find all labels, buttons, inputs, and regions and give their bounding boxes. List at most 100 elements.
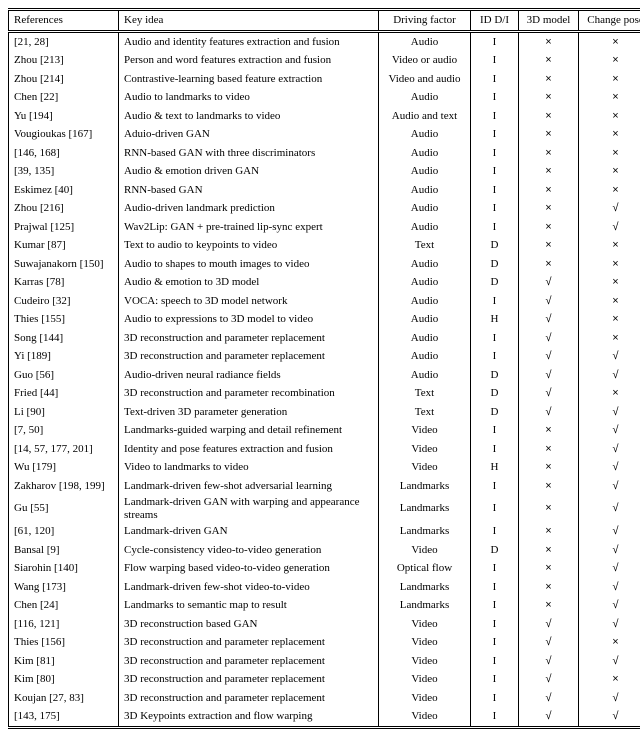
cell-key-idea: 3D reconstruction and parameter replacem…	[119, 670, 379, 689]
cell-3d-model: √	[519, 403, 579, 422]
cell-key-idea: Video to landmarks to video	[119, 458, 379, 477]
table-row: Zhou [216]Audio-driven landmark predicti…	[9, 199, 640, 218]
cell-3d-model: √	[519, 670, 579, 689]
cell-change-pose: √	[579, 495, 640, 522]
cell-driving-factor: Video and audio	[379, 70, 471, 89]
table-row: [61, 120]Landmark-driven GANLandmarksI×√	[9, 522, 640, 541]
cell-key-idea: Audio to landmarks to video	[119, 88, 379, 107]
cell-key-idea: 3D reconstruction and parameter recombin…	[119, 384, 379, 403]
table-row: Kumar [87]Text to audio to keypoints to …	[9, 236, 640, 255]
cell-driving-factor: Audio	[379, 31, 471, 51]
cell-driving-factor: Video	[379, 440, 471, 459]
cell-driving-factor: Video	[379, 615, 471, 634]
table-row: Zhou [213]Person and word features extra…	[9, 51, 640, 70]
cell-3d-model: √	[519, 652, 579, 671]
table-row: [14, 57, 177, 201]Identity and pose feat…	[9, 440, 640, 459]
cell-id-di: D	[471, 236, 519, 255]
cell-driving-factor: Video	[379, 633, 471, 652]
cell-references: [14, 57, 177, 201]	[9, 440, 119, 459]
cell-3d-model: √	[519, 366, 579, 385]
cell-id-di: I	[471, 421, 519, 440]
cell-3d-model: √	[519, 633, 579, 652]
cell-key-idea: Person and word features extraction and …	[119, 51, 379, 70]
cell-key-idea: Landmark-driven few-shot video-to-video	[119, 578, 379, 597]
cell-id-di: I	[471, 70, 519, 89]
cell-key-idea: Flow warping based video-to-video genera…	[119, 559, 379, 578]
cell-references: [21, 28]	[9, 31, 119, 51]
cell-driving-factor: Video	[379, 421, 471, 440]
cell-change-pose: ×	[579, 273, 640, 292]
cell-driving-factor: Text	[379, 384, 471, 403]
table-row: Vougioukas [167]Aduio-driven GANAudioI××	[9, 125, 640, 144]
cell-references: [146, 168]	[9, 144, 119, 163]
cell-references: Wang [173]	[9, 578, 119, 597]
cell-change-pose: ×	[579, 88, 640, 107]
cell-change-pose: ×	[579, 181, 640, 200]
cell-key-idea: Wav2Lip: GAN + pre-trained lip-sync expe…	[119, 218, 379, 237]
cell-driving-factor: Video	[379, 689, 471, 708]
table-row: Kim [80]3D reconstruction and parameter …	[9, 670, 640, 689]
cell-id-di: I	[471, 199, 519, 218]
cell-change-pose: ×	[579, 633, 640, 652]
cell-references: Karras [78]	[9, 273, 119, 292]
cell-references: Song [144]	[9, 329, 119, 348]
col-driving-factor: Driving factor	[379, 10, 471, 32]
cell-change-pose: √	[579, 559, 640, 578]
cell-id-di: I	[471, 670, 519, 689]
cell-driving-factor: Audio	[379, 199, 471, 218]
cell-id-di: I	[471, 689, 519, 708]
cell-change-pose: √	[579, 578, 640, 597]
cell-key-idea: 3D reconstruction based GAN	[119, 615, 379, 634]
cell-key-idea: RNN-based GAN	[119, 181, 379, 200]
cell-references: Siarohin [140]	[9, 559, 119, 578]
cell-driving-factor: Audio and text	[379, 107, 471, 126]
cell-driving-factor: Landmarks	[379, 578, 471, 597]
table-row: Fried [44]3D reconstruction and paramete…	[9, 384, 640, 403]
cell-change-pose: √	[579, 199, 640, 218]
cell-change-pose: ×	[579, 310, 640, 329]
cell-references: Kim [81]	[9, 652, 119, 671]
table-row: [21, 28]Audio and identity features extr…	[9, 31, 640, 51]
cell-id-di: I	[471, 347, 519, 366]
cell-key-idea: 3D Keypoints extraction and flow warping	[119, 707, 379, 727]
cell-change-pose: ×	[579, 670, 640, 689]
cell-id-di: D	[471, 366, 519, 385]
cell-driving-factor: Audio	[379, 162, 471, 181]
cell-change-pose: ×	[579, 31, 640, 51]
table-row: Siarohin [140]Flow warping based video-t…	[9, 559, 640, 578]
cell-driving-factor: Audio	[379, 366, 471, 385]
cell-key-idea: Landmarks to semantic map to result	[119, 596, 379, 615]
cell-driving-factor: Landmarks	[379, 596, 471, 615]
table-row: Song [144]3D reconstruction and paramete…	[9, 329, 640, 348]
cell-driving-factor: Text	[379, 403, 471, 422]
cell-driving-factor: Video	[379, 707, 471, 727]
cell-id-di: I	[471, 162, 519, 181]
table-row: Thies [155]Audio to expressions to 3D mo…	[9, 310, 640, 329]
cell-id-di: I	[471, 652, 519, 671]
cell-key-idea: 3D reconstruction and parameter replacem…	[119, 347, 379, 366]
table-row: Karras [78]Audio & emotion to 3D modelAu…	[9, 273, 640, 292]
cell-id-di: I	[471, 144, 519, 163]
cell-key-idea: Landmark-driven GAN	[119, 522, 379, 541]
cell-key-idea: VOCA: speech to 3D model network	[119, 292, 379, 311]
cell-change-pose: ×	[579, 51, 640, 70]
cell-3d-model: √	[519, 273, 579, 292]
col-id-di: ID D/I	[471, 10, 519, 32]
cell-3d-model: ×	[519, 70, 579, 89]
cell-3d-model: ×	[519, 144, 579, 163]
cell-driving-factor: Video	[379, 670, 471, 689]
cell-key-idea: 3D reconstruction and parameter replacem…	[119, 689, 379, 708]
table-row: [143, 175]3D Keypoints extraction and fl…	[9, 707, 640, 727]
cell-change-pose: √	[579, 458, 640, 477]
cell-id-di: I	[471, 107, 519, 126]
cell-id-di: I	[471, 88, 519, 107]
cell-driving-factor: Audio	[379, 181, 471, 200]
cell-references: Chen [24]	[9, 596, 119, 615]
cell-3d-model: ×	[519, 125, 579, 144]
table-row: Wang [173]Landmark-driven few-shot video…	[9, 578, 640, 597]
cell-3d-model: ×	[519, 522, 579, 541]
table-row: Bansal [9]Cycle-consistency video-to-vid…	[9, 541, 640, 560]
cell-references: Zhou [216]	[9, 199, 119, 218]
cell-change-pose: ×	[579, 107, 640, 126]
cell-references: Bansal [9]	[9, 541, 119, 560]
